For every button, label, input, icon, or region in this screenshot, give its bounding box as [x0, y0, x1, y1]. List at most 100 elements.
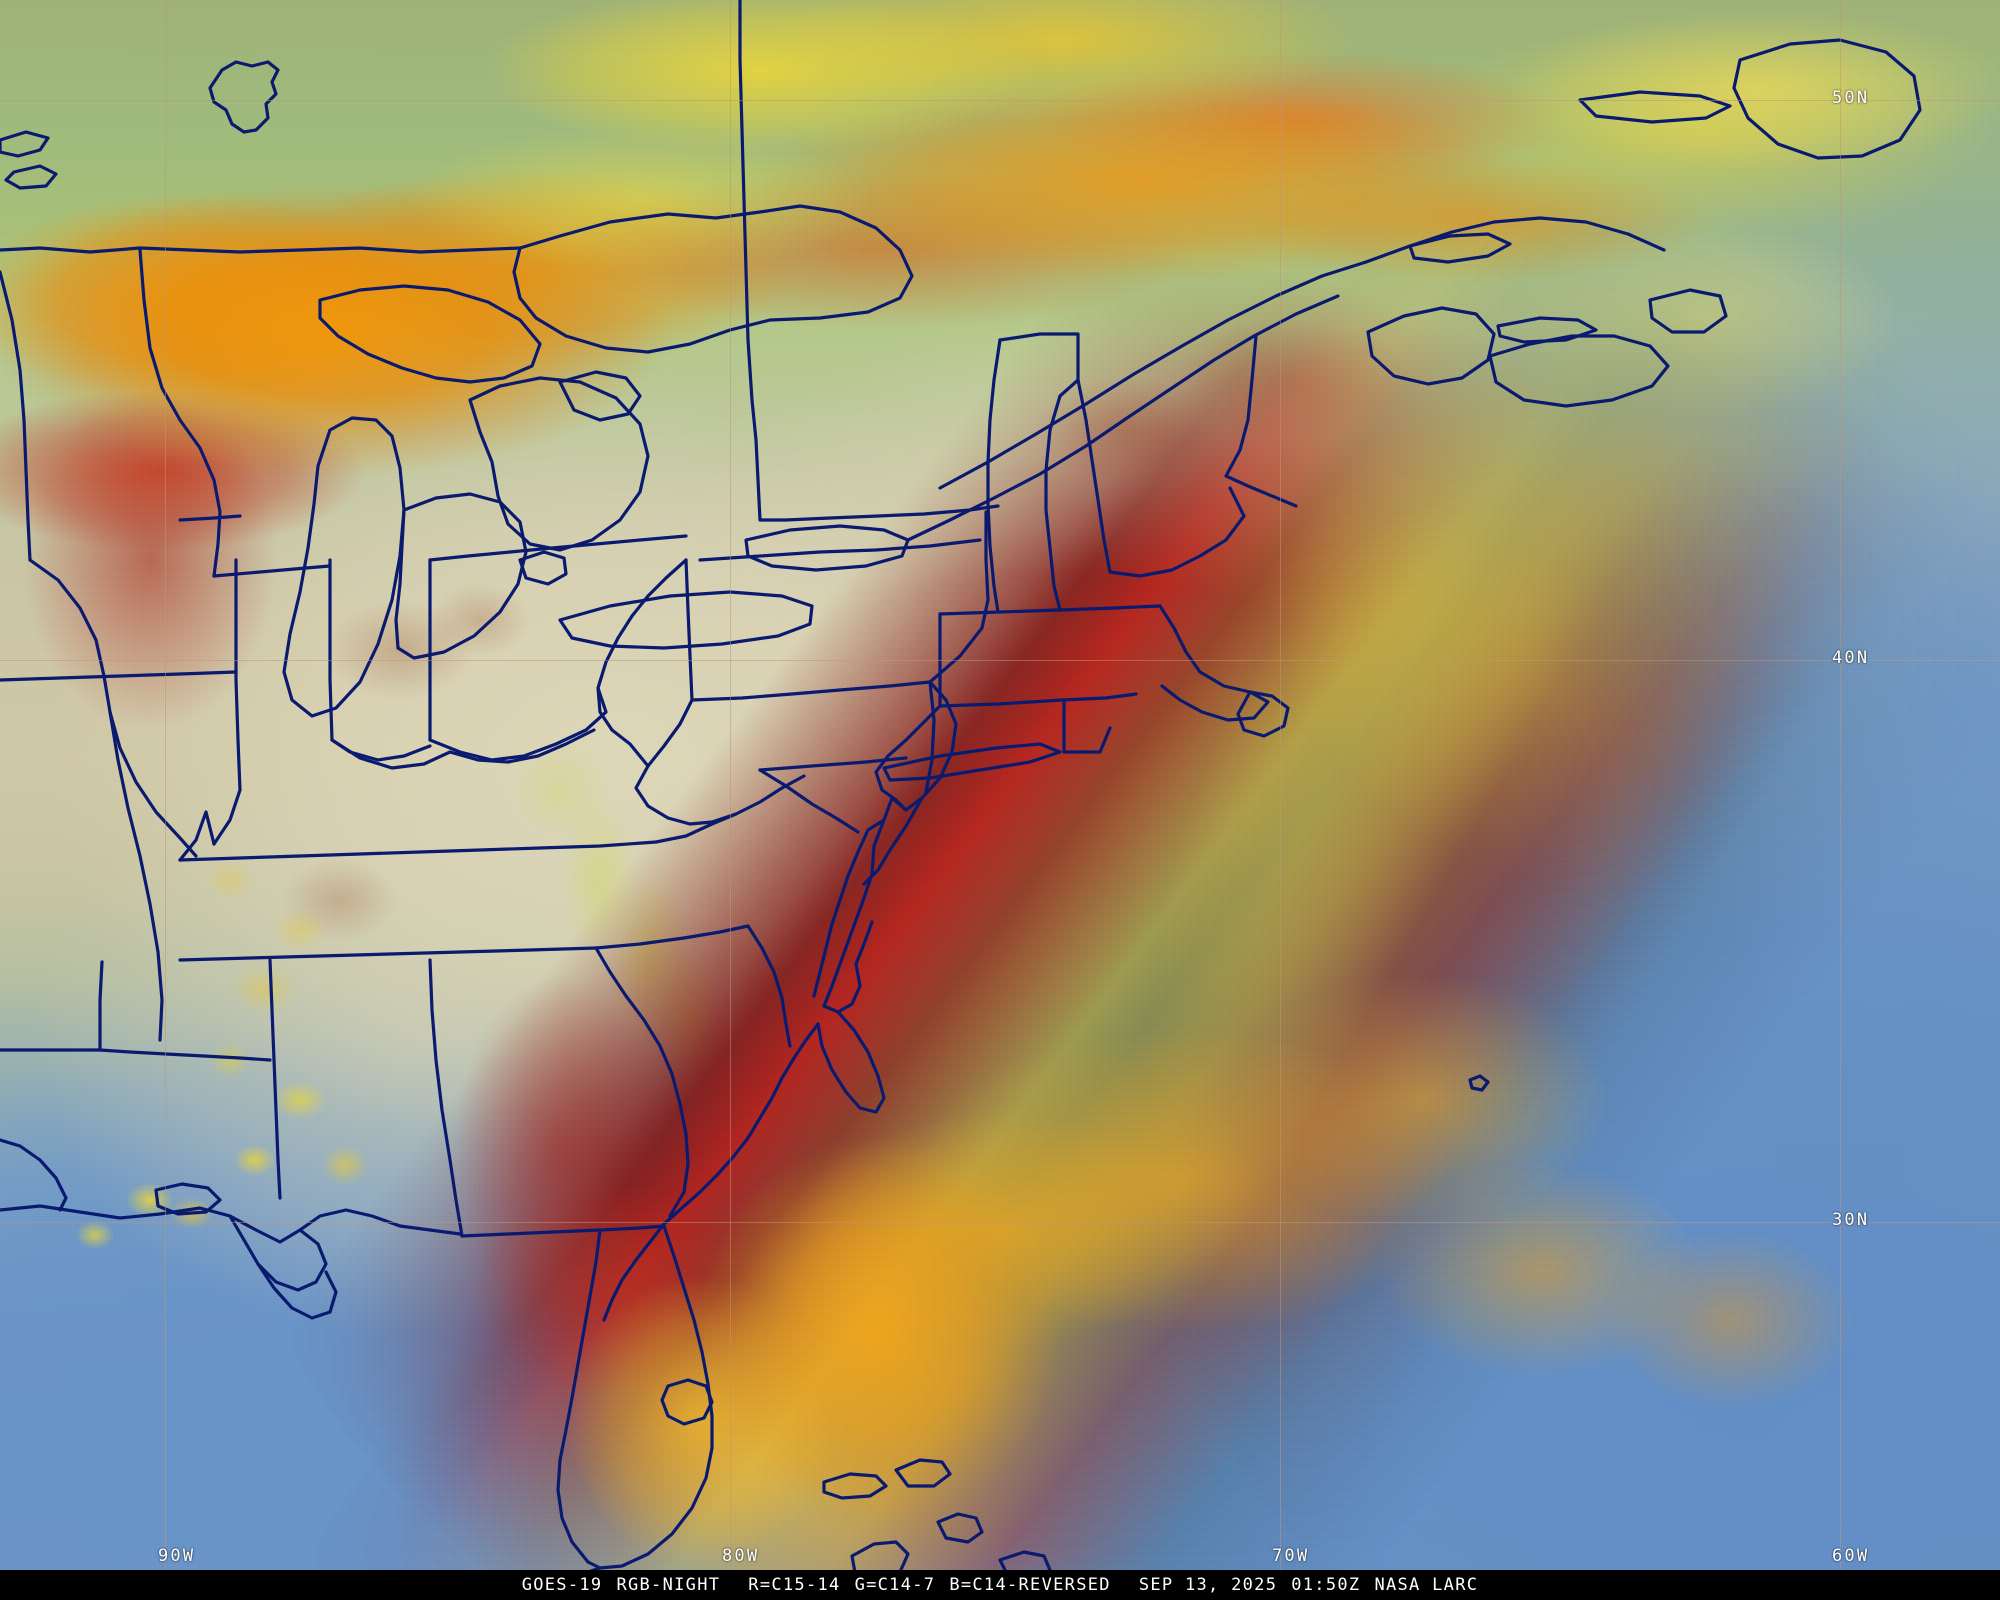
lake-okeechobee	[660, 1378, 714, 1426]
us-canada-border-west	[0, 246, 522, 254]
quebec-ontario-border	[738, 0, 758, 442]
mass-north-border	[938, 604, 1162, 616]
texas-louisiana-border	[0, 1138, 68, 1212]
georgia-coast	[602, 1222, 666, 1322]
wv-va-border	[634, 698, 806, 826]
lake-ontario-outline	[744, 524, 910, 572]
anticosti-island	[1578, 90, 1732, 124]
lat-label-40n: 40N	[1832, 648, 1870, 668]
florida-east-coast	[586, 1224, 714, 1570]
lat-label-30n: 30N	[1832, 1210, 1870, 1230]
nc-sc-state-line	[746, 924, 792, 1048]
potomac	[758, 768, 860, 834]
chesapeake-west-shore	[812, 818, 886, 998]
pa-south-border	[690, 680, 932, 702]
caption-green-channel: G=C14-7	[854, 1575, 936, 1595]
pa-west-border	[684, 558, 694, 702]
kentucky-north	[330, 728, 596, 770]
new-jersey-outline	[894, 680, 958, 812]
vt-nh-ny-border	[998, 332, 1080, 382]
tennessee-south	[178, 946, 598, 962]
caption-blue-channel: B=C14-REVERSED	[949, 1575, 1111, 1595]
mississippi-delta	[228, 1214, 328, 1292]
tn-nc-border	[654, 812, 738, 844]
maryland-border	[758, 756, 908, 772]
ga-fl-border	[460, 1224, 666, 1238]
new-hampshire-border	[1044, 378, 1080, 612]
ny-pa-border	[698, 538, 982, 562]
st-lawrence-river	[906, 294, 1340, 542]
canada-lake-small	[4, 164, 58, 190]
arkansas-east	[108, 710, 164, 1042]
al-ga-border	[428, 958, 464, 1238]
nova-scotia-outline	[1488, 334, 1670, 408]
maine-coast	[1224, 334, 1298, 508]
long-island	[882, 742, 1062, 782]
lake-winnipeg-outline	[208, 60, 280, 134]
lat-label-50n: 50N	[1832, 88, 1870, 108]
ny-east-border	[984, 510, 990, 602]
new-york-state-border	[754, 438, 1000, 522]
missouri-east-border	[28, 558, 198, 858]
outer-banks	[816, 1010, 886, 1114]
lon-label-60w: 60W	[1832, 1546, 1870, 1566]
illinois-north-border	[178, 514, 242, 522]
new-brunswick-outline	[1366, 306, 1496, 386]
delta-lobe	[256, 1262, 338, 1320]
caption-source: NASA LARC	[1374, 1575, 1479, 1595]
caption-satellite: GOES-19	[521, 1575, 603, 1595]
cape-cod	[1236, 690, 1290, 738]
st-lawrence-north-shore	[938, 260, 1368, 490]
cape-breton-outline	[1648, 288, 1728, 334]
ri-border	[1062, 698, 1112, 754]
newfoundland-outline	[1732, 38, 1922, 160]
chesapeake-bay	[822, 796, 908, 1008]
caption-date: SEP 13, 2025	[1138, 1575, 1278, 1595]
bermuda-speck	[1468, 1074, 1490, 1092]
northern-lake-outline	[0, 130, 50, 158]
lake-michigan-outline	[282, 416, 406, 718]
lon-label-70w: 70W	[1272, 1546, 1310, 1566]
wv-west-border	[596, 558, 688, 768]
illinois-east-border	[212, 558, 242, 846]
caption-red-channel: R=C15-14	[748, 1575, 841, 1595]
nc-coast	[746, 1022, 820, 1140]
delaware-border	[924, 680, 936, 794]
sc-coast	[662, 1136, 750, 1226]
bahamas-abaco	[894, 1458, 952, 1488]
georgian-bay-outline	[558, 370, 642, 422]
ky-west-border	[178, 810, 216, 862]
wisconsin-south-border	[212, 564, 332, 578]
connecticut-rhodeisland-border	[938, 612, 1138, 708]
caption-rgb-name: RGB-NIGHT	[616, 1575, 721, 1595]
nc-sc-border	[594, 924, 750, 950]
minnesota-west-border	[0, 270, 32, 562]
lake-erie-outline	[558, 590, 814, 650]
gaspe-peninsula	[1408, 232, 1512, 264]
virginia-coast	[822, 920, 874, 1014]
lake-superior-outline	[512, 204, 914, 354]
louisiana-lakes	[154, 1182, 222, 1216]
gulf-st-lawrence-coast	[1364, 216, 1666, 264]
lon-label-80w: 80W	[722, 1546, 760, 1566]
vermont-border	[986, 338, 1002, 614]
pa-east-border	[928, 598, 990, 684]
maine-state-border	[1076, 378, 1246, 578]
caption-time: 01:50Z	[1291, 1575, 1361, 1595]
kentucky-south	[178, 840, 658, 862]
pei-outline	[1496, 316, 1598, 344]
ms-al-border	[268, 958, 282, 1200]
caption-bar: GOES-19 RGB-NIGHT R=C15-14 G=C14-7 B=C14-REV…	[0, 1570, 2000, 1600]
indiana-border	[328, 558, 432, 762]
lake-huron-outline	[468, 376, 650, 552]
ohio-south-border	[428, 686, 608, 762]
mass-coast	[1158, 604, 1270, 722]
lon-label-90w: 90W	[158, 1546, 196, 1566]
lake-stclair	[518, 550, 568, 586]
bahamas-grand-bahama	[822, 1472, 888, 1500]
